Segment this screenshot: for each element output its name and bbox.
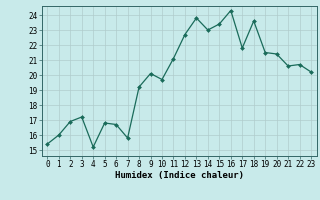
X-axis label: Humidex (Indice chaleur): Humidex (Indice chaleur)	[115, 171, 244, 180]
